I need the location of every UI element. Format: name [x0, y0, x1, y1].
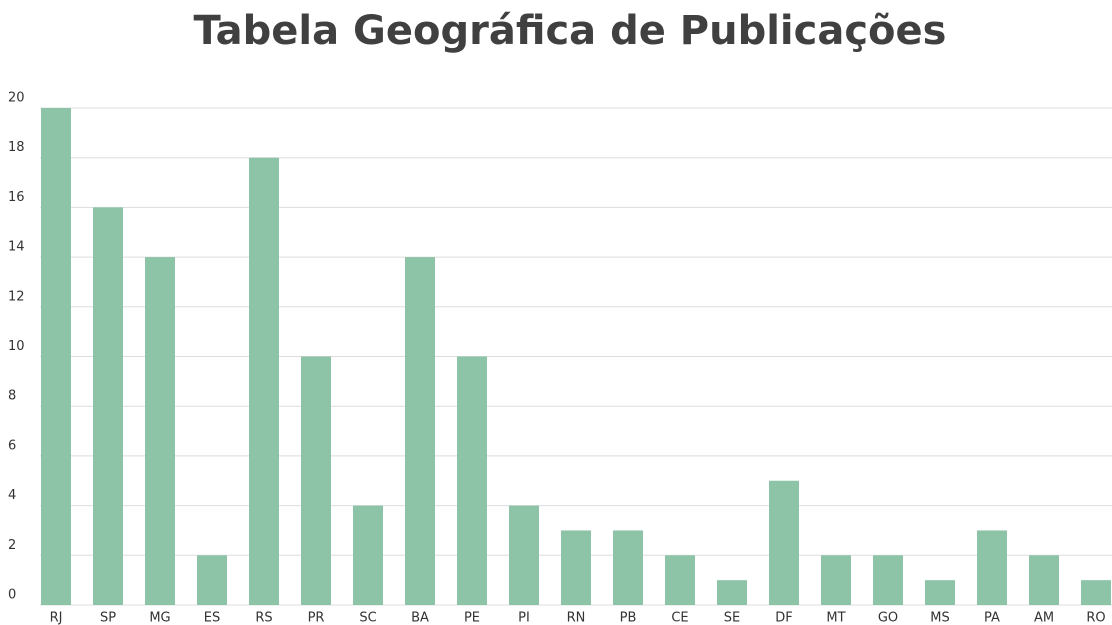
- bar: [613, 530, 643, 605]
- y-tick-label: 0: [8, 588, 16, 603]
- bar: [977, 530, 1007, 605]
- x-tick-label: RS: [255, 611, 272, 625]
- x-tick-label: PR: [308, 611, 325, 625]
- y-tick-label: 6: [8, 438, 16, 453]
- x-tick-label: MS: [930, 611, 949, 625]
- y-tick-label: 18: [8, 140, 25, 155]
- bar: [249, 157, 279, 605]
- y-tick-label: 20: [8, 91, 25, 106]
- x-tick-label: SC: [359, 611, 376, 625]
- bar: [561, 530, 591, 605]
- x-tick-label: CE: [671, 611, 688, 625]
- y-tick-label: 2: [8, 538, 16, 553]
- y-tick-label: 12: [8, 289, 25, 304]
- x-tick-label: GO: [878, 611, 898, 625]
- bar: [93, 207, 123, 605]
- bar: [769, 480, 799, 605]
- x-tick-label: RO: [1086, 611, 1105, 625]
- bar: [301, 356, 331, 605]
- bar: [1029, 555, 1059, 605]
- bar: [145, 257, 175, 605]
- bar: [41, 108, 71, 605]
- x-tick-label: RJ: [50, 611, 63, 625]
- x-tick-label: PB: [620, 611, 637, 625]
- y-tick-label: 10: [8, 339, 25, 354]
- x-tick-label: DF: [775, 611, 793, 625]
- bar: [873, 555, 903, 605]
- bar: [197, 555, 227, 605]
- x-tick-label: PA: [984, 611, 1000, 625]
- chart-title: Tabela Geográfica de Publicações: [194, 8, 947, 54]
- x-tick-label: MT: [826, 611, 845, 625]
- bar: [1081, 580, 1111, 605]
- x-tick-label: SP: [100, 611, 116, 625]
- y-tick-label: 16: [8, 190, 25, 205]
- y-tick-label: 8: [8, 389, 16, 404]
- x-tick-label: PE: [464, 611, 480, 625]
- y-tick-label: 4: [8, 488, 16, 503]
- bar: [665, 555, 695, 605]
- bar: [457, 356, 487, 605]
- x-tick-label: PI: [518, 611, 530, 625]
- x-tick-label: AM: [1034, 611, 1054, 625]
- x-tick-label: RN: [567, 611, 586, 625]
- bar: [821, 555, 851, 605]
- bar: [717, 580, 747, 605]
- bar: [353, 505, 383, 605]
- x-tick-label: BA: [411, 611, 429, 625]
- bar: [405, 257, 435, 605]
- bar: [925, 580, 955, 605]
- bar: [509, 505, 539, 605]
- x-tick-label: SE: [724, 611, 740, 625]
- x-tick-label: ES: [204, 611, 220, 625]
- y-tick-label: 14: [8, 240, 25, 255]
- x-tick-label: MG: [149, 611, 170, 625]
